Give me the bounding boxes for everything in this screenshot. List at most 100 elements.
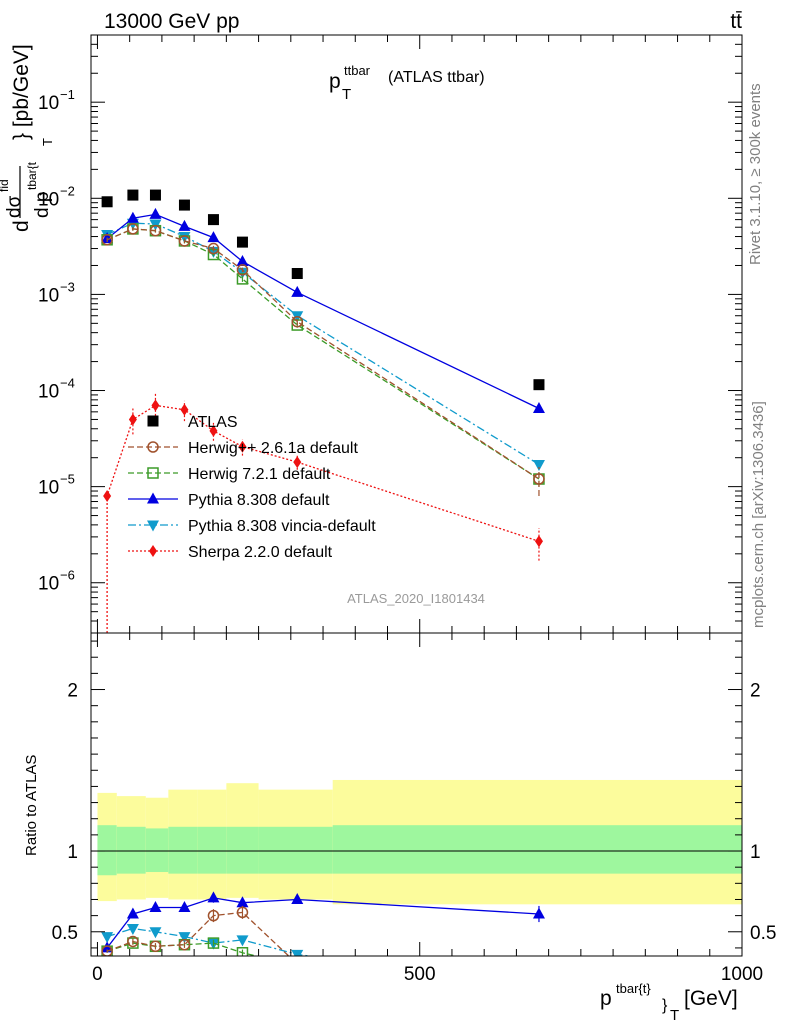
data-point — [207, 231, 220, 243]
ylabel-unit: } [pb/GeV] — [10, 44, 33, 140]
y-tick-label: 10 — [38, 189, 59, 210]
series-line — [106, 228, 540, 480]
y-tick-label: 10 — [38, 478, 59, 499]
data-point — [533, 473, 545, 485]
legend-label: Herwig++ 2.6.1a default — [188, 440, 358, 457]
ratio-point — [149, 901, 162, 913]
atlas-data-point — [533, 379, 545, 391]
data-point — [236, 273, 249, 285]
data-point — [149, 207, 162, 219]
legend-marker — [147, 441, 159, 453]
y-tick-label: 10 — [38, 93, 59, 114]
ratio-band-inner — [116, 826, 146, 874]
ratio-point — [127, 935, 139, 948]
data-point — [236, 264, 249, 276]
ratio-band-inner — [258, 826, 333, 874]
legend-marker — [147, 467, 159, 479]
ratio-series-layer — [101, 891, 545, 956]
ratio-frame — [90, 632, 743, 957]
y-tick-label: 10 — [38, 285, 59, 306]
data-point — [209, 424, 218, 437]
ratio-y-tick-label: 0.5 — [52, 923, 78, 944]
legend-item: Pythia 8.308 default — [128, 492, 330, 509]
ratio-point — [207, 937, 220, 949]
legend-label: Herwig 7.2.1 default — [188, 466, 331, 483]
data-point — [126, 211, 139, 223]
atlas-data-point — [101, 196, 113, 208]
data-point — [178, 219, 191, 231]
ratio-y-tick-label: 1 — [67, 842, 78, 863]
ratio-point — [236, 935, 249, 947]
xlabel-main: p — [600, 987, 612, 1010]
legend-item: Herwig 7.2.1 default — [128, 466, 331, 483]
ratio-point — [178, 938, 191, 951]
ratio-point — [236, 947, 249, 956]
atlas-data-point — [178, 199, 190, 211]
data-point — [127, 223, 139, 235]
y-tick-exponent: −6 — [60, 568, 75, 583]
ratio-bands — [97, 779, 742, 905]
atlas-data-point — [236, 236, 248, 248]
title-suffix: (ATLAS ttbar) — [388, 69, 485, 86]
series-pythia-8-308-default — [101, 207, 545, 414]
y-tick-label: 10 — [38, 574, 59, 595]
atlas-data-point — [149, 189, 161, 201]
title-sub: T — [342, 86, 351, 103]
ratio-y-tick-label-right: 1 — [750, 842, 761, 863]
plot-title: p ttbar T (ATLAS ttbar) — [329, 63, 485, 103]
data-point — [532, 402, 545, 414]
x-axis-label: p tbar{t} } T [GeV] — [600, 981, 738, 1024]
legend-item: Sherpa 2.2.0 default — [128, 544, 333, 561]
ratio-point — [178, 932, 191, 944]
energy-label: 13000 GeV pp — [104, 10, 239, 33]
ratio-band-inner — [145, 828, 169, 873]
data-point — [238, 440, 247, 453]
legend-label: Pythia 8.308 vincia-default — [188, 518, 376, 535]
ratio-point — [178, 901, 191, 913]
data-point — [291, 285, 304, 297]
ratio-axis-ticks: 0.5 0.5 1 1 2 2 — [52, 640, 776, 949]
data-point — [293, 456, 302, 469]
ratio-point — [207, 909, 220, 922]
y-tick-exponent: −1 — [60, 87, 75, 102]
data-point — [180, 403, 189, 416]
ylabel-denominator-sub: tbar{t — [25, 161, 39, 190]
y-tick-exponent: −2 — [60, 183, 75, 198]
data-point — [207, 242, 220, 255]
y-tick-exponent: −5 — [60, 472, 75, 487]
series-herwig-2-6-1a-default — [101, 223, 545, 496]
title-main: p — [329, 70, 341, 93]
ratio-herwig-2-6-1a-default — [101, 905, 290, 956]
ratio-point — [126, 924, 139, 936]
xlabel-sub: } — [662, 997, 668, 1014]
ratio-band-inner — [168, 826, 198, 874]
title-sup: ttbar — [344, 63, 371, 78]
ylabel-numerator-sup: fid — [0, 179, 11, 192]
ylabel-denominator-sub2: T — [40, 138, 55, 146]
y-axis-label: d dσ fid d p tbar{t T } [pb/GeV] — [0, 44, 55, 232]
atlas-data-point — [207, 214, 219, 226]
ratio-point — [532, 907, 545, 919]
ratio-band-inner — [197, 826, 227, 874]
rivet-label: Rivet 3.1.10, ≥ 300k events — [747, 83, 764, 265]
y-tick-label: 10 — [38, 382, 59, 403]
ratio-line — [106, 897, 540, 949]
legend-label: Sherpa 2.2.0 default — [188, 544, 333, 561]
ratio-point — [149, 940, 162, 953]
ratio-band-inner — [226, 826, 259, 874]
data-point — [103, 489, 112, 502]
x-tick-label: 1000 — [721, 964, 763, 985]
data-point — [532, 459, 545, 471]
ratio-pythia-8-308-vincia-default — [101, 924, 314, 956]
data-point — [128, 413, 137, 426]
ratio-point — [236, 896, 249, 908]
data-point — [178, 232, 191, 244]
ratio-point — [126, 907, 139, 919]
legend-label: ATLAS — [188, 414, 238, 431]
data-point — [291, 315, 304, 328]
ratio-y-tick-label-right: 0.5 — [750, 923, 776, 944]
ratio-point — [291, 892, 304, 904]
atlas-data-point — [291, 268, 303, 280]
y-tick-exponent: −4 — [60, 376, 75, 391]
data-point — [534, 535, 543, 548]
